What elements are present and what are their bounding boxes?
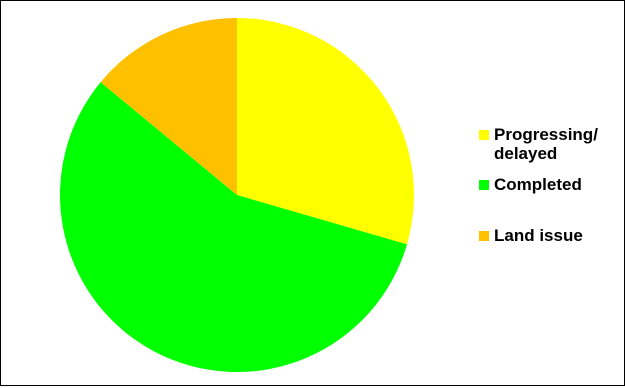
legend-item-land-issue: Land issue xyxy=(479,226,624,245)
legend-item-completed: Completed xyxy=(479,175,624,194)
legend-swatch-land-issue xyxy=(479,231,489,241)
legend-label-progressing-delayed: Progressing/ delayed xyxy=(494,125,598,163)
pie-slice-completed xyxy=(59,82,407,373)
legend-swatch-progressing-delayed xyxy=(479,130,489,140)
legend-item-progressing-delayed: Progressing/ delayed xyxy=(479,125,624,163)
legend-label-completed: Completed xyxy=(494,175,582,194)
pie-slice-progressing-delayed xyxy=(237,18,414,245)
pie-slice-land-issue xyxy=(100,18,238,195)
legend-label-land-issue: Land issue xyxy=(494,226,583,245)
legend-swatch-completed xyxy=(479,180,489,190)
